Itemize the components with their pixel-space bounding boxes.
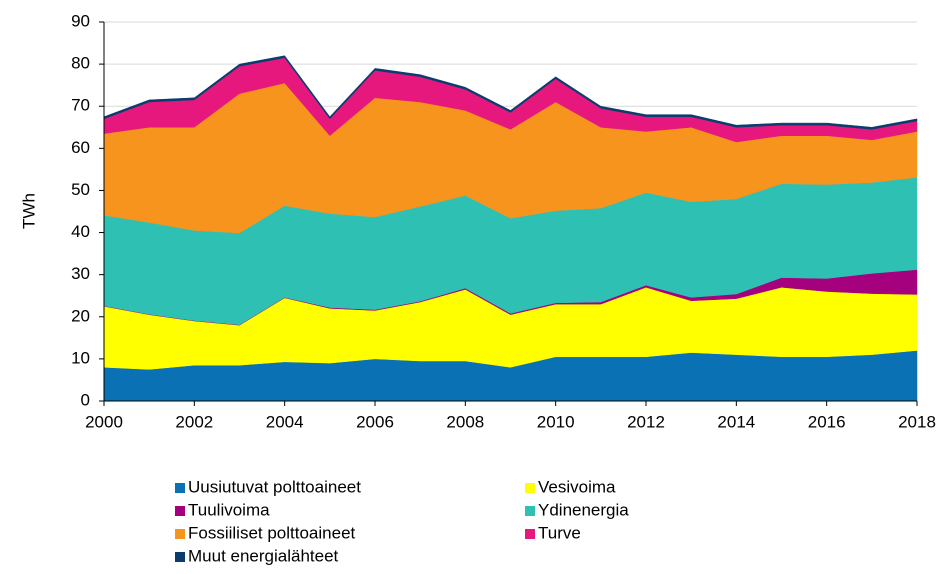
legend-label: Fossiiliset polttoaineet — [188, 523, 356, 542]
y-tick-label: 0 — [81, 390, 90, 409]
y-tick-label: 20 — [71, 306, 90, 325]
legend-swatch — [175, 529, 185, 539]
y-tick-label: 90 — [71, 11, 90, 30]
legend-label: Muut energialähteet — [188, 546, 339, 565]
y-tick-label: 10 — [71, 348, 90, 367]
y-tick-label: 80 — [71, 54, 90, 73]
area — [103, 55, 918, 130]
x-tick-label: 2014 — [717, 412, 755, 431]
x-tick-label: 2000 — [85, 412, 123, 431]
legend-label: Turve — [538, 523, 581, 542]
legend-label: Vesivoima — [538, 477, 616, 496]
legend-label: Uusiutuvat polttoaineet — [188, 477, 361, 496]
x-tick-label: 2012 — [627, 412, 665, 431]
y-axis-label: TWh — [19, 193, 38, 229]
legend-swatch — [175, 552, 185, 562]
x-tick-label: 2008 — [446, 412, 484, 431]
y-tick-label: 50 — [71, 180, 90, 199]
legend-swatch — [525, 506, 535, 516]
legend-swatch — [525, 483, 535, 493]
legend-swatch — [175, 506, 185, 516]
x-tick-label: 2002 — [175, 412, 213, 431]
y-tick-label: 40 — [71, 222, 90, 241]
legend-label: Tuulivoima — [188, 500, 270, 519]
x-tick-label: 2018 — [898, 412, 936, 431]
y-tick-label: 30 — [71, 264, 90, 283]
x-tick-label: 2016 — [808, 412, 846, 431]
x-tick-label: 2006 — [356, 412, 394, 431]
legend-swatch — [525, 529, 535, 539]
y-tick-label: 70 — [71, 96, 90, 115]
y-tick-label: 60 — [71, 138, 90, 157]
legend-swatch — [175, 483, 185, 493]
legend-label: Ydinenergia — [538, 500, 629, 519]
x-tick-label: 2004 — [266, 412, 304, 431]
x-tick-label: 2010 — [537, 412, 575, 431]
